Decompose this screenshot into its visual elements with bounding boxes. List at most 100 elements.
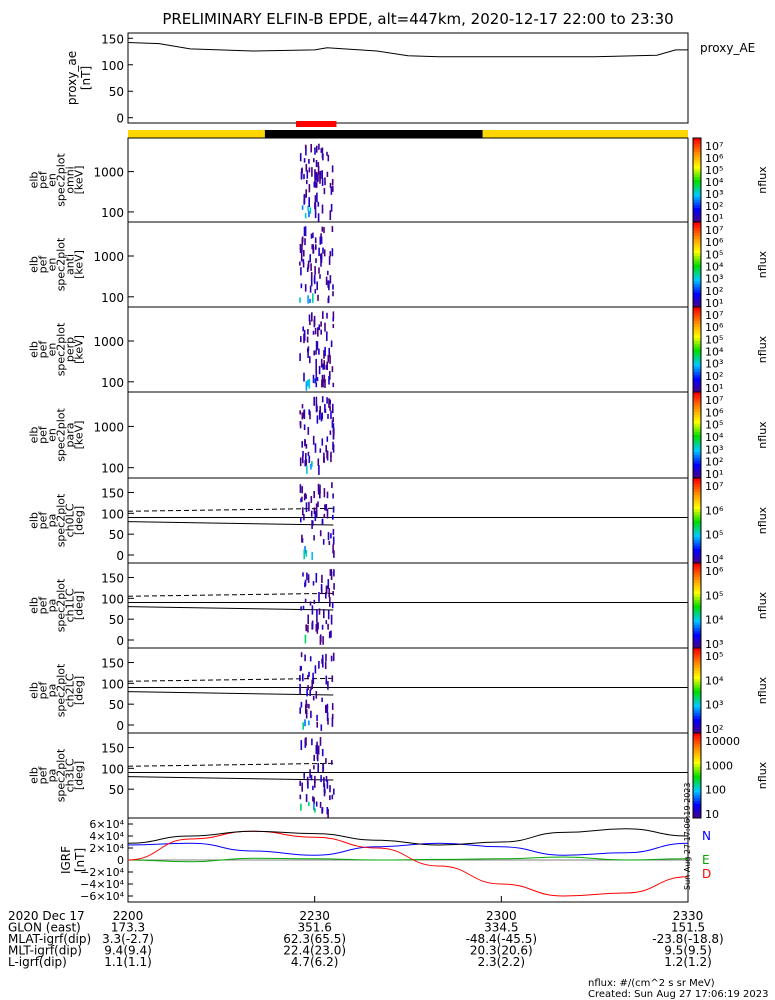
colorbar-tick-label: 10³ — [705, 699, 723, 712]
colorbar-swatch — [693, 196, 701, 201]
y-tick-label: 100 — [101, 291, 124, 305]
spectrogram-pixel — [313, 797, 315, 805]
spectrogram-pixel — [314, 237, 317, 244]
y-label-word: [keV] — [73, 335, 86, 364]
y-label-word: pef — [37, 511, 50, 530]
spectrogram-pixel — [300, 606, 302, 611]
colorbar-swatch — [693, 778, 701, 782]
colorbar-tick-label: 10⁵ — [705, 164, 723, 177]
colorbar-tick-label: 10⁴ — [705, 553, 724, 566]
spectrogram-pixel — [331, 165, 334, 173]
colorbar-tick-label: 10³ — [705, 188, 723, 201]
y-label-word: elb — [28, 767, 41, 784]
spectrogram-pixel — [321, 574, 323, 583]
colorbar-label: nflux — [756, 335, 769, 363]
colorbar-swatch — [693, 557, 701, 561]
plot-frame — [127, 221, 689, 308]
spectrogram-pixel — [309, 298, 311, 304]
spectrogram-pixel — [300, 336, 302, 343]
spectrogram-pixel — [325, 504, 328, 511]
spectrogram-pixel — [327, 579, 330, 589]
spectrogram-pixel — [314, 327, 317, 335]
y-label-word: elb — [28, 427, 41, 444]
spectrogram-pixel — [307, 260, 310, 268]
colorbar-swatch — [693, 332, 701, 336]
spectrogram-pixel — [315, 503, 318, 512]
spectrogram-pixel — [320, 358, 323, 368]
legend-e: E — [702, 853, 710, 867]
spectrogram-pixel — [317, 458, 320, 466]
spectrogram-pixel — [315, 340, 318, 351]
spectrogram-pixel — [301, 237, 304, 246]
colorbar-swatch — [693, 478, 701, 482]
figure-title: PRELIMINARY ELFIN-B EPDE, alt=447km, 202… — [162, 10, 673, 28]
spectrogram-pixel — [305, 189, 307, 198]
spectrogram-pixel — [311, 167, 313, 177]
spectrogram-pixel — [332, 544, 334, 554]
colorbar-swatch — [693, 188, 701, 192]
spectrogram-pixel — [329, 602, 331, 607]
colorbar-swatch — [693, 469, 701, 473]
colorbar-swatch — [693, 341, 701, 345]
spectrogram-panel-4: 1000100elbpefenspec2plotpara[keV]10⁷10⁶1… — [28, 391, 769, 481]
y-label-word: pa — [46, 514, 59, 528]
colorbar-swatch — [693, 290, 701, 294]
colorbar-tick-label: 10⁵ — [705, 650, 723, 663]
colorbar-label: nflux — [756, 761, 769, 789]
colorbar-tick-label: 10³ — [705, 443, 723, 456]
spectrogram-pixel — [312, 696, 315, 701]
colorbar-swatch — [693, 372, 701, 376]
colorbar-swatch — [693, 180, 701, 184]
colorbar-swatch — [693, 239, 701, 243]
colorbar-swatch — [693, 236, 701, 240]
colorbar-swatch — [693, 608, 701, 612]
colorbar-tick-label: 10⁶ — [705, 321, 724, 334]
colorbar-swatch — [693, 463, 701, 468]
colorbar-swatch — [693, 631, 701, 635]
ephem-value: 334.5 — [484, 921, 518, 935]
colorbar-tick-label: 10² — [705, 456, 723, 469]
spectrogram-pixel — [314, 808, 316, 813]
y-tick-label: −2×10⁴ — [80, 866, 124, 879]
y-label-word: pa — [46, 599, 59, 613]
colorbar-tick-label: 1000 — [705, 759, 733, 772]
spectrogram-pixel — [303, 329, 306, 335]
ephem-value: 2200 — [113, 909, 144, 923]
igrf-series-line — [127, 828, 689, 846]
spectrogram-pixel — [327, 532, 330, 541]
spectrogram-pixel — [303, 158, 306, 163]
spectrogram-pixel — [326, 508, 329, 519]
spectrogram-pixel — [307, 348, 309, 353]
spectrogram-pixel — [321, 226, 324, 232]
spectrogram-pixel — [318, 324, 321, 331]
colorbar-swatch — [693, 443, 701, 447]
proxy-ae-line — [127, 42, 688, 58]
spectrogram-pixel — [320, 254, 323, 260]
spectrogram-pixel — [320, 257, 322, 267]
spectrogram-pixel — [325, 675, 328, 685]
ephem-value: 20.3(20.6) — [470, 944, 533, 958]
colorbar-swatch — [693, 764, 701, 768]
spectrogram-pixel — [316, 281, 318, 291]
spectrogram-pixel — [318, 365, 321, 375]
spectrogram-pixel — [320, 724, 323, 731]
anti-loss-cone-line — [127, 592, 334, 597]
colorbar-swatch — [693, 577, 701, 581]
colorbar-swatch — [693, 611, 701, 615]
spectrogram-pixel — [303, 250, 305, 257]
colorbar-swatch — [693, 435, 701, 439]
spectrogram-pixel — [311, 605, 314, 615]
colorbar-swatch — [693, 213, 701, 217]
spectrogram-pixel — [312, 796, 314, 802]
spectrogram-pixel — [310, 686, 312, 691]
spectrogram-pixel — [311, 551, 313, 561]
spectrogram-pixel — [307, 427, 310, 435]
colorbar-swatch — [693, 495, 701, 499]
spectrogram-pixel — [332, 311, 335, 320]
colorbar-swatch — [693, 360, 701, 365]
spectrogram-pixel — [308, 197, 310, 208]
colorbar-swatch — [693, 724, 701, 728]
colorbar-swatch — [693, 526, 701, 530]
spectrogram-pixel — [310, 263, 312, 271]
spectrogram-pixel — [322, 657, 324, 668]
